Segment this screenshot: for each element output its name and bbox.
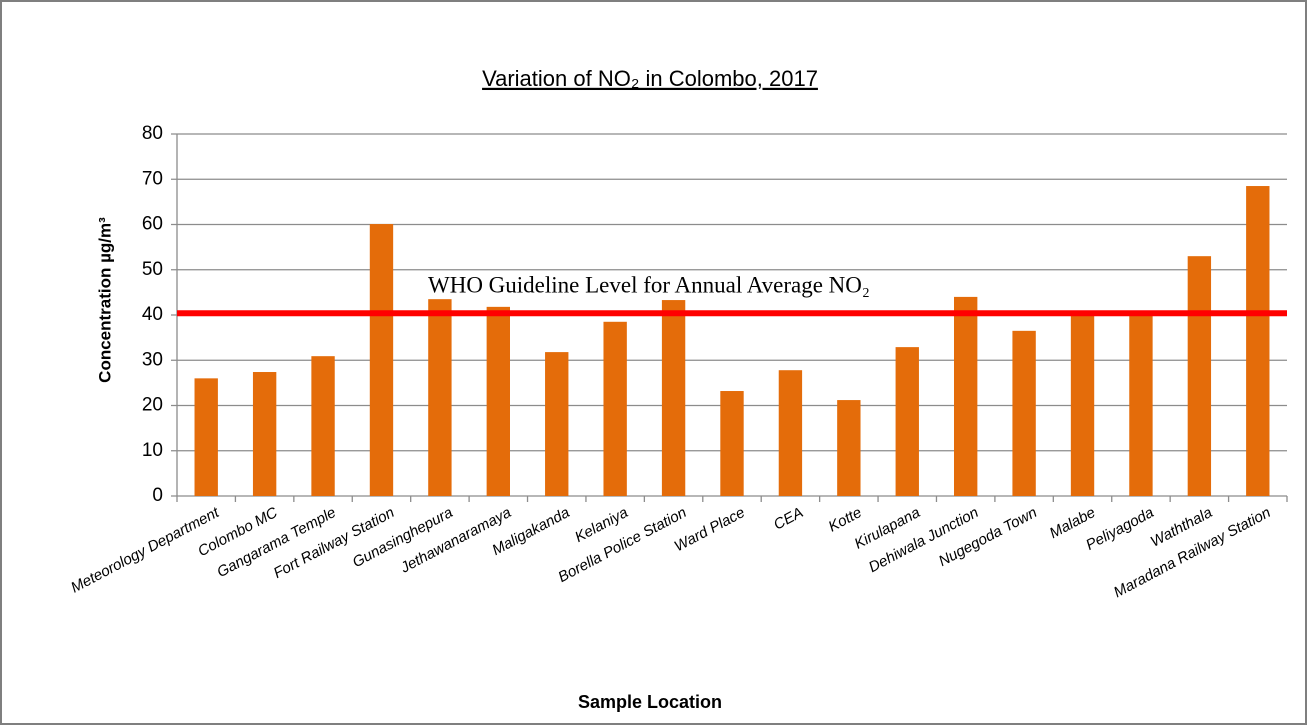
y-tick-label: 80 [142, 123, 163, 144]
y-tick-label: 20 [142, 395, 163, 416]
y-tick-label: 70 [142, 168, 163, 189]
y-tick-label: 40 [142, 304, 163, 325]
bar [428, 299, 452, 496]
bar [837, 400, 861, 496]
bar [720, 391, 744, 496]
y-tick-label: 60 [142, 214, 163, 235]
bar [778, 370, 803, 496]
reference-label: WHO Guideline Level for Annual Average N… [428, 272, 870, 297]
y-axis-label: Concentration µg/m³ [95, 217, 114, 383]
bar [194, 378, 218, 496]
y-tick-label: 0 [152, 485, 163, 506]
bar [603, 321, 627, 496]
bar [895, 347, 919, 496]
bar [1070, 312, 1095, 496]
bar [1012, 330, 1036, 496]
y-tick-label: 10 [142, 440, 163, 461]
bar [661, 300, 686, 496]
chart-title: Variation of NO₂ in Colombo, 2017 [482, 66, 818, 91]
bar [311, 356, 335, 496]
y-tick-label: 50 [142, 259, 163, 280]
y-tick-label: 30 [142, 349, 163, 370]
bar [486, 306, 510, 496]
bar [545, 352, 569, 496]
bar [369, 224, 394, 497]
x-axis-label: Sample Location [578, 692, 722, 712]
bar [954, 296, 978, 496]
bar [252, 372, 277, 496]
bar [1187, 256, 1212, 496]
bar [1246, 186, 1270, 496]
bar [1129, 315, 1153, 496]
